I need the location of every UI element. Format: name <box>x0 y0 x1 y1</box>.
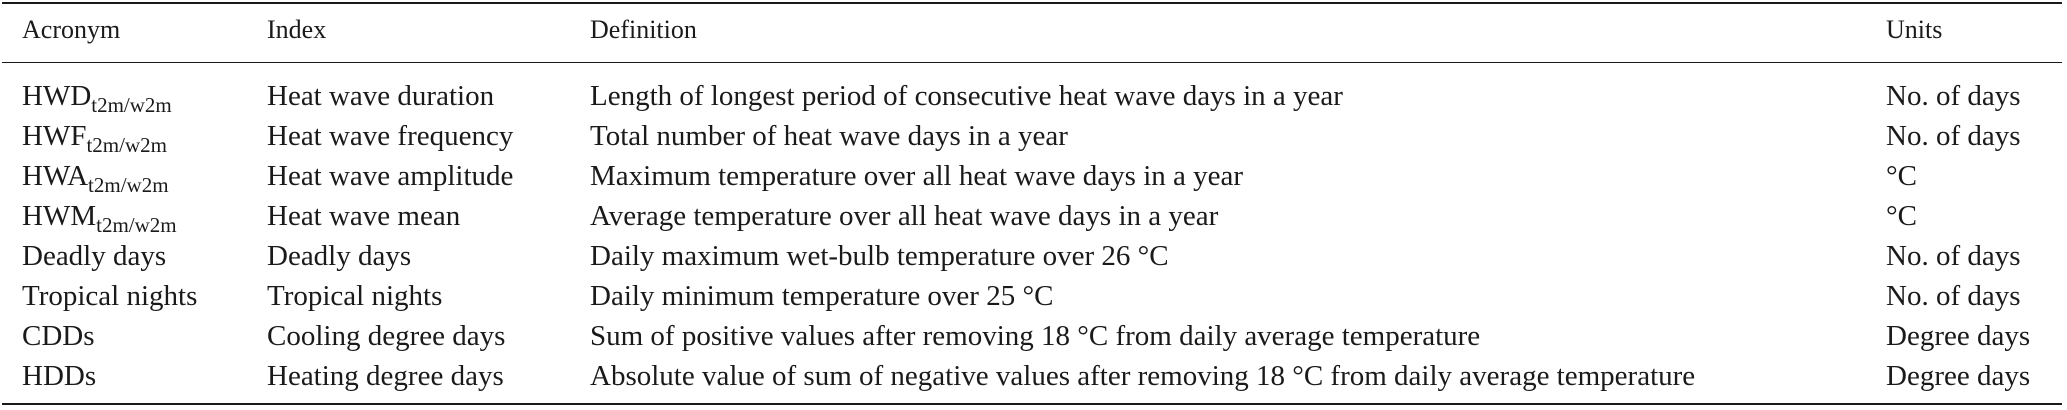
table-row: HWMt2m/w2m Heat wave mean Average temper… <box>0 195 2067 237</box>
row-definition: Daily minimum temperature over 25 °C <box>590 280 1054 312</box>
row-acronym: HWFt2m/w2m <box>22 120 167 157</box>
row-acronym: HWMt2m/w2m <box>22 200 177 237</box>
row-definition: Daily maximum wet-bulb temperature over … <box>590 240 1169 272</box>
header-acronym: Acronym <box>22 15 121 44</box>
row-index: Cooling degree days <box>267 320 506 352</box>
table-row: HWDt2m/w2m Heat wave duration Length of … <box>0 75 2067 117</box>
acronym-subscript: t2m/w2m <box>96 213 177 237</box>
row-units: No. of days <box>1886 120 2021 152</box>
row-definition: Absolute value of sum of negative values… <box>590 360 1696 392</box>
table-header-rule <box>2 62 2062 63</box>
header-definition: Definition <box>590 15 697 44</box>
acronym-subscript: t2m/w2m <box>88 173 169 197</box>
acronym-subscript: t2m/w2m <box>86 133 167 157</box>
row-definition: Length of longest period of consecutive … <box>590 80 1343 112</box>
row-units: No. of days <box>1886 80 2021 112</box>
row-units: Degree days <box>1886 360 2031 392</box>
row-acronym: HWDt2m/w2m <box>22 80 172 117</box>
row-index: Heat wave frequency <box>267 120 514 152</box>
header-index: Index <box>267 15 327 44</box>
row-index: Deadly days <box>267 240 412 272</box>
header-units: Units <box>1886 15 1943 44</box>
row-acronym: CDDs <box>22 320 95 352</box>
row-definition: Maximum temperature over all heat wave d… <box>590 160 1244 192</box>
row-definition: Average temperature over all heat wave d… <box>590 200 1219 232</box>
row-acronym: Tropical nights <box>22 280 198 312</box>
row-index: Heating degree days <box>267 360 504 392</box>
table-row: Tropical nights Tropical nights Daily mi… <box>0 275 2067 317</box>
table-row: Deadly days Deadly days Daily maximum we… <box>0 235 2067 277</box>
row-acronym: Deadly days <box>22 240 167 272</box>
row-index: Heat wave amplitude <box>267 160 514 192</box>
row-units: No. of days <box>1886 280 2021 312</box>
row-index: Heat wave mean <box>267 200 461 232</box>
table-row: HDDs Heating degree days Absolute value … <box>0 355 2067 397</box>
row-acronym: HWAt2m/w2m <box>22 160 169 197</box>
row-units: No. of days <box>1886 240 2021 272</box>
table-top-rule <box>2 2 2062 4</box>
table-header-row: Acronym Index Definition Units <box>0 8 2067 52</box>
table-row: CDDs Cooling degree days Sum of positive… <box>0 315 2067 357</box>
acronym-subscript: t2m/w2m <box>91 93 172 117</box>
table-row: HWFt2m/w2m Heat wave frequency Total num… <box>0 115 2067 157</box>
row-index: Tropical nights <box>267 280 443 312</box>
table-bottom-rule <box>2 403 2062 405</box>
row-units: Degree days <box>1886 320 2031 352</box>
table-row: HWAt2m/w2m Heat wave amplitude Maximum t… <box>0 155 2067 197</box>
row-acronym: HDDs <box>22 360 97 392</box>
row-units: °C <box>1886 160 1917 192</box>
row-units: °C <box>1886 200 1917 232</box>
row-definition: Sum of positive values after removing 18… <box>590 320 1481 352</box>
row-index: Heat wave duration <box>267 80 495 112</box>
row-definition: Total number of heat wave days in a year <box>590 120 1068 152</box>
